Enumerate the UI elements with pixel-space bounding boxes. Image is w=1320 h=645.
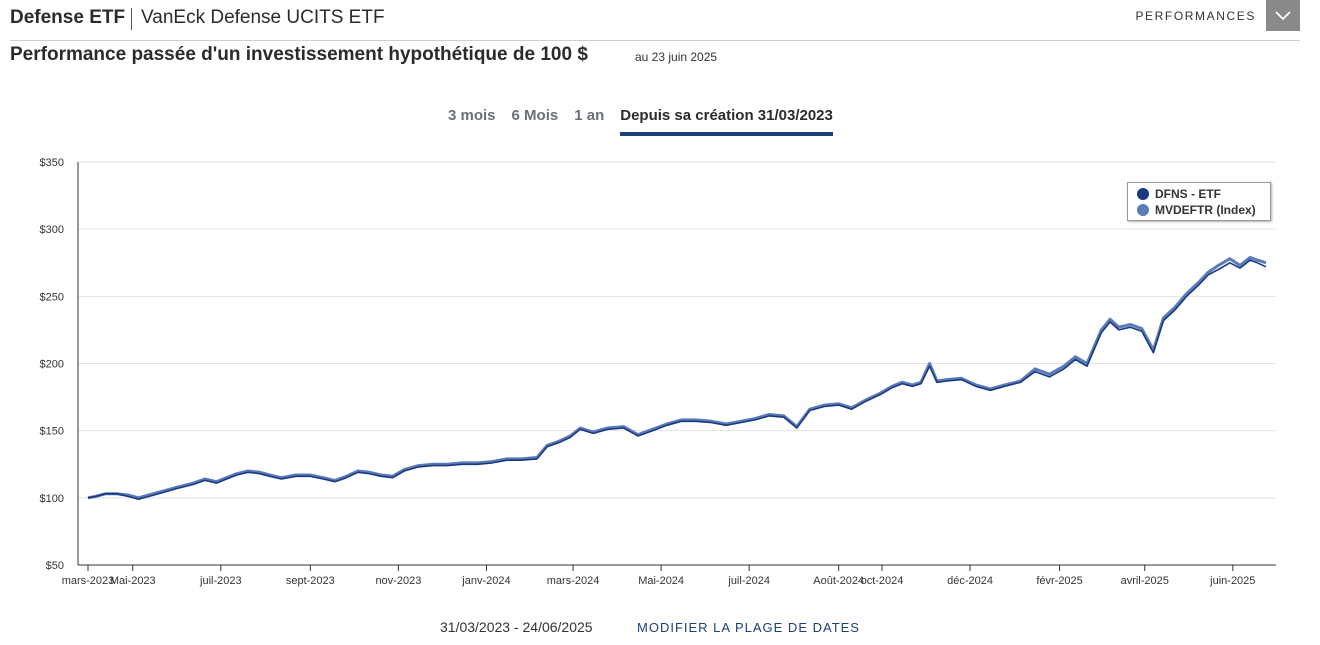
series-line-index — [87, 255, 1267, 500]
x-tick-label: nov-2023 — [375, 575, 421, 587]
y-tick-label: $250 — [40, 291, 64, 303]
y-tick-label: $300 — [40, 224, 64, 236]
legend-item-index[interactable]: MVDEFTR (Index) — [1137, 203, 1256, 217]
fund-long-name: VanEck Defense UCITS ETF — [141, 7, 385, 28]
legend-item-etf[interactable]: DFNS - ETF — [1137, 187, 1221, 201]
x-tick-label: mars-2023 — [62, 575, 115, 587]
performance-chart: $50$100$150$200$250$300$350mars-2023Mai-… — [40, 157, 1276, 587]
x-tick-label: févr-2025 — [1036, 575, 1082, 587]
performances-dropdown-button[interactable] — [1266, 0, 1300, 31]
y-tick-label: $100 — [40, 493, 64, 505]
chevron-down-icon — [1275, 10, 1291, 20]
x-tick-label: juil-2024 — [727, 575, 770, 587]
header-bar: Defense ETF VanEck Defense UCITS ETF PER… — [10, 0, 1300, 41]
performances-menu-label[interactable]: PERFORMANCES — [1135, 9, 1256, 23]
series-line-etf — [87, 259, 1267, 500]
y-tick-label: $150 — [40, 426, 64, 438]
fund-short-name: Defense ETF — [10, 7, 126, 28]
chart-heading: Performance passée d'un investissement h… — [10, 44, 588, 65]
x-tick-label: sept-2023 — [286, 575, 335, 587]
tab-depuis-creation[interactable]: Depuis sa création 31/03/2023 — [620, 107, 833, 136]
x-tick-label: Mai-2023 — [110, 575, 156, 587]
x-tick-label: mars-2024 — [547, 575, 600, 587]
x-tick-label: juil-2023 — [199, 575, 242, 587]
modify-date-range-link[interactable]: MODIFIER LA PLAGE DE DATES — [637, 620, 860, 635]
x-tick-label: avril-2025 — [1121, 575, 1169, 587]
legend-label-index: MVDEFTR (Index) — [1155, 203, 1256, 217]
x-tick-label: juin-2025 — [1209, 575, 1255, 587]
y-tick-label: $350 — [40, 157, 64, 169]
x-tick-label: déc-2024 — [947, 575, 993, 587]
y-tick-label: $50 — [46, 560, 64, 572]
chart-legend: DFNS - ETF MVDEFTR (Index) — [1127, 182, 1271, 221]
selected-date-range: 31/03/2023 - 24/06/2025 — [440, 619, 593, 635]
as-of-date: au 23 juin 2025 — [635, 50, 718, 64]
range-tabs: 3 mois 6 Mois 1 an Depuis sa création 31… — [448, 107, 833, 136]
x-tick-label: Août-2024 — [813, 575, 864, 587]
x-tick-label: Mai-2024 — [638, 575, 684, 587]
tab-6-mois[interactable]: 6 Mois — [511, 107, 559, 124]
legend-dot-index — [1137, 204, 1149, 216]
legend-dot-etf — [1137, 188, 1149, 200]
tab-1-an[interactable]: 1 an — [574, 107, 605, 124]
tab-3-mois[interactable]: 3 mois — [448, 107, 496, 124]
x-tick-label: oct-2024 — [861, 575, 904, 587]
header-divider — [131, 8, 132, 30]
x-tick-label: janv-2024 — [461, 575, 510, 587]
legend-label-etf: DFNS - ETF — [1155, 187, 1221, 201]
y-tick-label: $200 — [40, 359, 64, 371]
